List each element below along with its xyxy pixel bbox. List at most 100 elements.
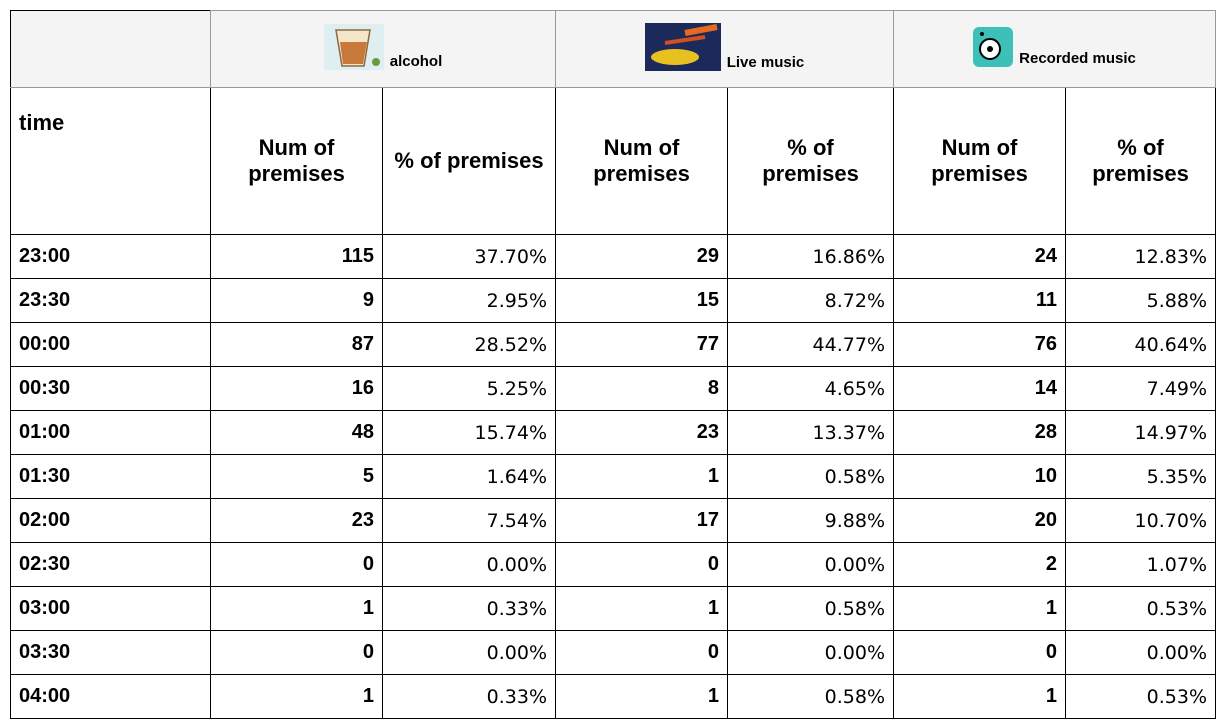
column-header: time (11, 88, 211, 235)
count-cell: 17 (556, 499, 728, 543)
time-cell: 03:00 (11, 587, 211, 631)
time-cell: 00:30 (11, 367, 211, 411)
percent-cell: 1.64% (383, 455, 556, 499)
percent-cell: 28.52% (383, 323, 556, 367)
percent-cell: 8.72% (728, 279, 894, 323)
percent-cell: 14.97% (1066, 411, 1216, 455)
percent-cell: 0.00% (383, 543, 556, 587)
count-cell: 5 (211, 455, 383, 499)
group-label: Recorded music (1019, 50, 1136, 67)
percent-cell: 13.37% (728, 411, 894, 455)
count-cell: 0 (894, 631, 1066, 675)
group-label: alcohol (390, 53, 443, 70)
percent-cell: 12.83% (1066, 235, 1216, 279)
column-header: Num of premises (894, 88, 1066, 235)
beer-icon (324, 24, 384, 70)
time-cell: 23:30 (11, 279, 211, 323)
count-cell: 29 (556, 235, 728, 279)
group-cell: alcohol (211, 11, 556, 88)
count-cell: 2 (894, 543, 1066, 587)
count-cell: 1 (211, 675, 383, 719)
column-header: % of premises (728, 88, 894, 235)
count-cell: 77 (556, 323, 728, 367)
time-cell: 23:00 (11, 235, 211, 279)
column-header: % of premises (383, 88, 556, 235)
time-cell: 01:00 (11, 411, 211, 455)
percent-cell: 0.00% (1066, 631, 1216, 675)
percent-cell: 0.33% (383, 587, 556, 631)
time-cell: 03:30 (11, 631, 211, 675)
drum-icon (645, 23, 721, 71)
count-cell: 24 (894, 235, 1066, 279)
count-cell: 1 (894, 675, 1066, 719)
count-cell: 20 (894, 499, 1066, 543)
percent-cell: 7.49% (1066, 367, 1216, 411)
percent-cell: 2.95% (383, 279, 556, 323)
percent-cell: 0.00% (728, 543, 894, 587)
count-cell: 1 (556, 675, 728, 719)
time-cell: 02:00 (11, 499, 211, 543)
count-cell: 115 (211, 235, 383, 279)
count-cell: 23 (556, 411, 728, 455)
count-cell: 14 (894, 367, 1066, 411)
percent-cell: 0.53% (1066, 587, 1216, 631)
count-cell: 10 (894, 455, 1066, 499)
count-cell: 0 (211, 631, 383, 675)
percent-cell: 0.58% (728, 587, 894, 631)
percent-cell: 15.74% (383, 411, 556, 455)
group-cell: Recorded music (894, 11, 1216, 88)
count-cell: 1 (211, 587, 383, 631)
percent-cell: 0.00% (728, 631, 894, 675)
percent-cell: 5.25% (383, 367, 556, 411)
count-cell: 87 (211, 323, 383, 367)
count-cell: 28 (894, 411, 1066, 455)
column-header: Num of premises (556, 88, 728, 235)
time-cell: 02:30 (11, 543, 211, 587)
percent-cell: 16.86% (728, 235, 894, 279)
count-cell: 1 (556, 455, 728, 499)
column-header: Num of premises (211, 88, 383, 235)
count-cell: 15 (556, 279, 728, 323)
percent-cell: 5.88% (1066, 279, 1216, 323)
count-cell: 0 (211, 543, 383, 587)
percent-cell: 7.54% (383, 499, 556, 543)
count-cell: 0 (556, 543, 728, 587)
percent-cell: 1.07% (1066, 543, 1216, 587)
percent-cell: 0.53% (1066, 675, 1216, 719)
percent-cell: 5.35% (1066, 455, 1216, 499)
group-label: Live music (727, 54, 805, 71)
percent-cell: 9.88% (728, 499, 894, 543)
percent-cell: 0.58% (728, 675, 894, 719)
time-cell: 04:00 (11, 675, 211, 719)
percent-cell: 0.33% (383, 675, 556, 719)
percent-cell: 44.77% (728, 323, 894, 367)
page: alcohol Live music Recorded music timeNu… (0, 0, 1219, 711)
percent-cell: 40.64% (1066, 323, 1216, 367)
count-cell: 48 (211, 411, 383, 455)
count-cell: 1 (894, 587, 1066, 631)
empty-cell (11, 11, 211, 88)
time-cell: 01:30 (11, 455, 211, 499)
percent-cell: 0.00% (383, 631, 556, 675)
time-cell: 00:00 (11, 323, 211, 367)
percent-cell: 37.70% (383, 235, 556, 279)
cd-icon (973, 27, 1013, 67)
group-header-row: alcohol Live music Recorded music (11, 11, 1216, 88)
column-header: % of premises (1066, 88, 1216, 235)
count-cell: 76 (894, 323, 1066, 367)
count-cell: 16 (211, 367, 383, 411)
count-cell: 1 (556, 587, 728, 631)
percent-cell: 10.70% (1066, 499, 1216, 543)
